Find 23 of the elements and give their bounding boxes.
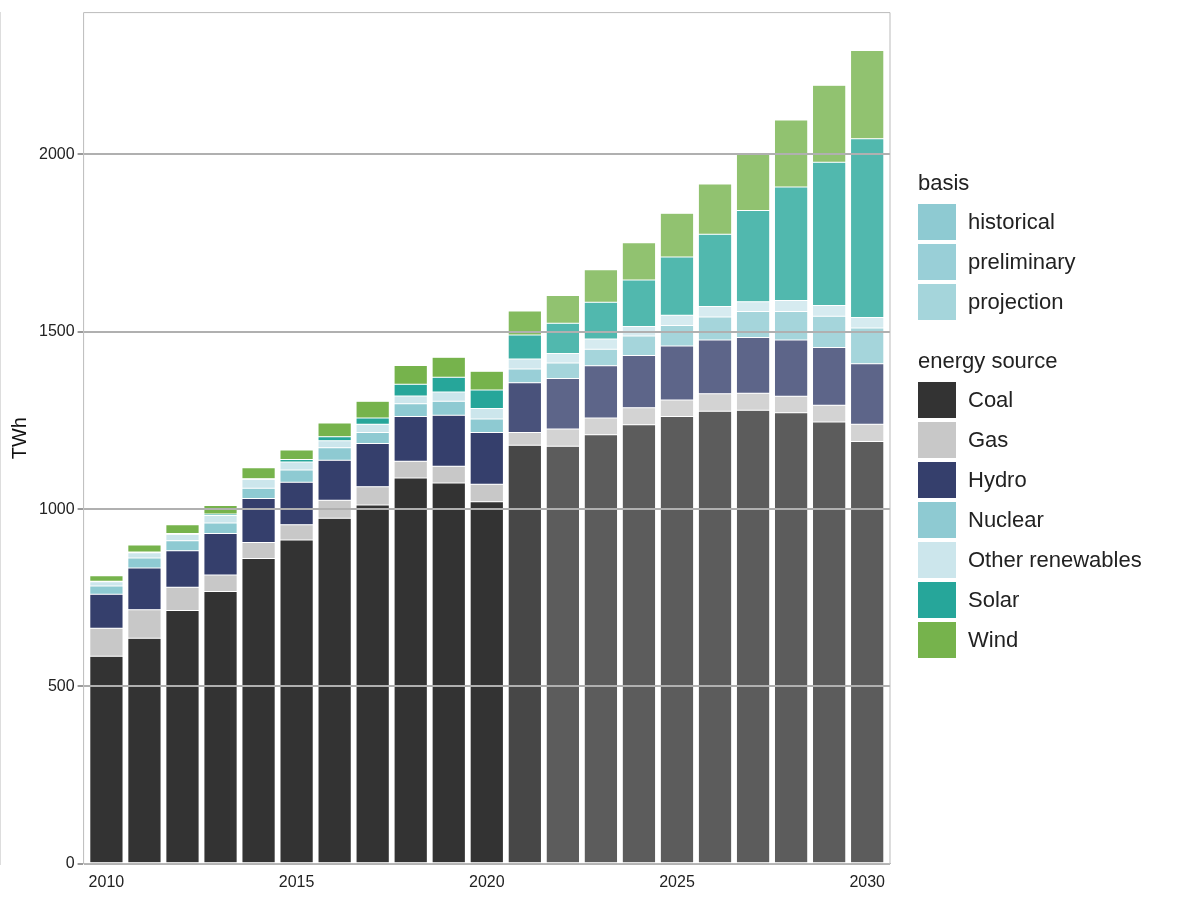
- y-tick-label: 2000: [39, 144, 75, 162]
- y-tick-label: 1000: [39, 499, 75, 517]
- x-tick-label: 2010: [88, 872, 125, 890]
- legend-label: preliminary: [968, 249, 1076, 275]
- y-tick-label: 1500: [39, 322, 75, 340]
- legend-label: Wind: [968, 627, 1019, 653]
- y-axis-title: TWh: [7, 417, 30, 460]
- y-tick-label: 500: [47, 676, 75, 694]
- legend-label: Nuclear: [968, 507, 1044, 533]
- legend-label: Solar: [968, 587, 1020, 613]
- legend-label: Gas: [968, 427, 1009, 453]
- legend-label: Hydro: [968, 467, 1027, 493]
- legend-label: Coal: [968, 387, 1014, 413]
- x-tick-label: 2025: [659, 872, 695, 890]
- legend-label: historical: [968, 209, 1055, 235]
- x-tick-label: 2015: [278, 872, 315, 890]
- text: energy source: [918, 348, 1059, 374]
- y-tick-label: 0: [65, 854, 75, 872]
- legend-label: Other renewables: [968, 547, 1142, 573]
- legend-label: projection: [968, 289, 1064, 315]
- x-tick-label: 2020: [469, 872, 505, 890]
- legend-title: basis: [918, 170, 971, 196]
- x-tick-label: 2030: [849, 872, 886, 890]
